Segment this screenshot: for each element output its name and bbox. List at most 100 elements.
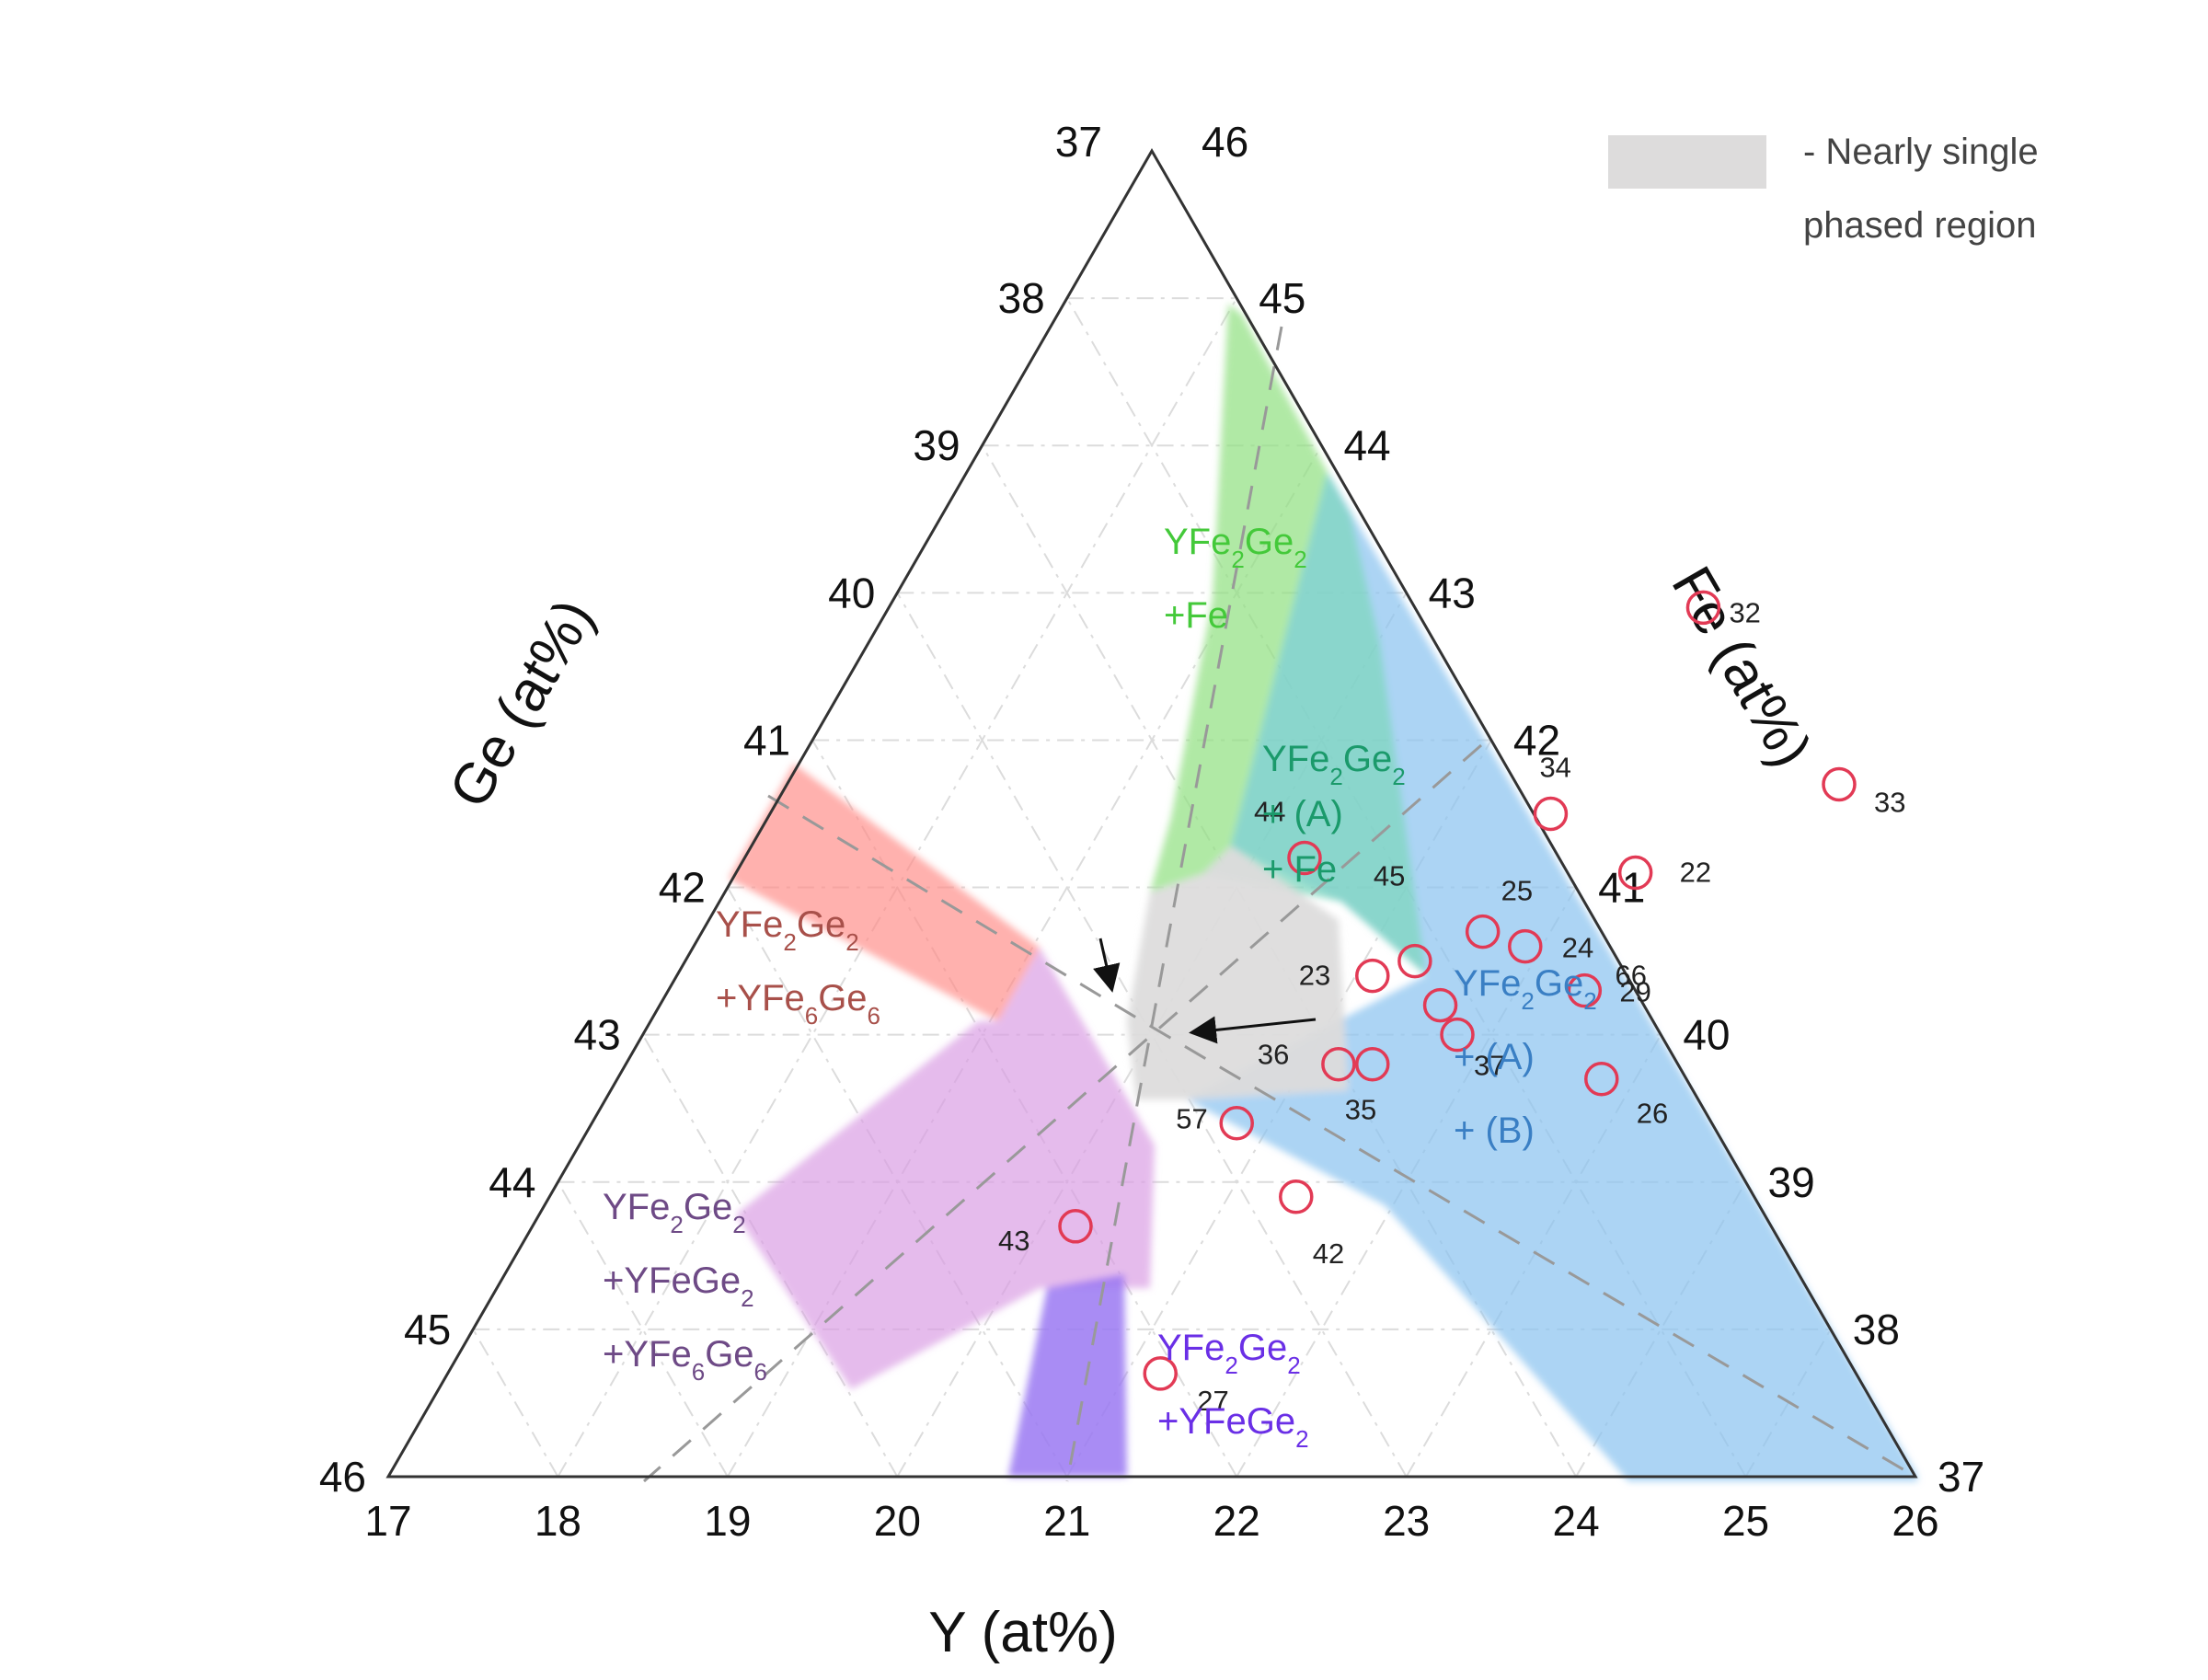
ge-tick-label: 41 (743, 716, 790, 764)
guide-line-left (767, 794, 1151, 1028)
svg-text:+YFeGe2: +YFeGe2 (1157, 1401, 1309, 1453)
data-point (1685, 590, 1721, 626)
data-point (1355, 958, 1390, 994)
data-point (1219, 1105, 1254, 1141)
region-label-blue: YFe2Ge2 + (A) + (B) (1454, 963, 1597, 1151)
data-point-label: 36 (1258, 1039, 1289, 1071)
svg-text:+ (A): + (A) (1454, 1037, 1535, 1077)
fe-tick-label: 45 (1259, 274, 1305, 322)
data-point (1567, 972, 1603, 1008)
data-points: 32 33 34 22 44 25 24 23 45 66 37 29 36 35 57 26 42 43 27 (998, 590, 1905, 1417)
svg-text:YFe2Ge2: YFe2Ge2 (1164, 522, 1307, 573)
y-tick-label: 22 (1213, 1497, 1260, 1545)
data-point (1397, 943, 1432, 979)
data-point-label: 25 (1501, 875, 1533, 907)
fe-axis-title: Fe (at%) (1659, 557, 1823, 777)
fe-tick-label: 40 (1683, 1011, 1730, 1059)
data-point (1058, 1209, 1093, 1244)
data-point-label: 27 (1197, 1385, 1228, 1417)
y-tick-label: 19 (704, 1497, 751, 1545)
data-point-label: 37 (1474, 1050, 1505, 1082)
ge-axis-title: Ge (at%) (437, 589, 606, 818)
ge-tick-label: 44 (489, 1158, 535, 1206)
region-label-red: YFe2Ge2 +YFe6Ge6 (716, 904, 880, 1030)
data-point (1321, 1046, 1356, 1082)
svg-text:YFe2Ge2: YFe2Ge2 (603, 1187, 746, 1238)
guide-line-diag (643, 743, 1482, 1483)
ge-tick-label: 39 (913, 421, 960, 469)
region-yfe2ge2-fe (1150, 304, 1328, 892)
data-point (1508, 928, 1543, 964)
data-point (1287, 840, 1322, 876)
y-tick-label: 26 (1892, 1497, 1938, 1545)
data-point (1143, 1356, 1178, 1391)
guide-line-right (1149, 1024, 1916, 1479)
grid-line (472, 1329, 559, 1478)
svg-text:+Fe: +Fe (1164, 595, 1228, 636)
fe-tick-label: 46 (1202, 118, 1248, 166)
svg-text:YFe2Ge2: YFe2Ge2 (716, 904, 859, 956)
legend-line-2: phased region (1803, 205, 2037, 246)
data-point (1465, 914, 1501, 949)
y-axis-title: Y (at%) (928, 1601, 1118, 1664)
data-point (1533, 796, 1569, 832)
data-point-label: 29 (1619, 976, 1650, 1008)
data-point-label: 34 (1539, 752, 1570, 784)
region-yfe2ge2-yfege2-yfe6ge6 (736, 948, 1155, 1389)
ge-tick-label: 37 (1055, 118, 1102, 166)
guide-lines (643, 326, 1916, 1483)
data-point (1279, 1179, 1314, 1214)
grid-line (557, 1181, 729, 1478)
fe-tick-label: 38 (1853, 1306, 1900, 1353)
ge-tick-label: 40 (828, 569, 875, 616)
data-point-label: 33 (1874, 786, 1905, 818)
svg-text:YFe2Ge2: YFe2Ge2 (1262, 739, 1406, 790)
data-point-label: 23 (1299, 960, 1330, 992)
y-tick-label: 17 (364, 1497, 411, 1545)
data-point-label: 57 (1176, 1103, 1207, 1135)
fe-tick-label: 44 (1343, 421, 1390, 469)
ge-tick-label: 43 (573, 1011, 620, 1059)
svg-text:+ Fe: + Fe (1262, 849, 1337, 890)
fe-tick-label: 39 (1768, 1158, 1815, 1206)
data-point-label: 26 (1637, 1098, 1668, 1130)
legend-line-1: - Nearly single (1803, 132, 2039, 172)
svg-text:+ (A): + (A) (1262, 794, 1343, 834)
legend-swatch (1608, 135, 1766, 189)
y-tick-label: 18 (535, 1497, 581, 1545)
arrow-45 (1093, 938, 1121, 993)
region-label-teal: YFe2Ge2 + (A) + Fe (1262, 739, 1406, 890)
region-yfe2ge2-a-fe (1203, 472, 1426, 975)
data-point-label: 45 (1374, 860, 1405, 892)
y-tick-label: 21 (1043, 1497, 1090, 1545)
region-yfe2ge2-yfege2 (1008, 1274, 1127, 1477)
svg-text:+YFe6Ge6: +YFe6Ge6 (716, 978, 880, 1030)
fe-tick-label: 37 (1938, 1453, 1984, 1501)
svg-text:YFe2Ge2: YFe2Ge2 (1454, 963, 1597, 1015)
data-point (1440, 1017, 1475, 1053)
legend: - Nearly single phased region (1608, 132, 2039, 246)
region-yfe2ge2-yfe6ge6 (729, 764, 1040, 1021)
svg-text:+YFe6Ge6: +YFe6Ge6 (603, 1334, 767, 1386)
region-label-violet: YFe2Ge2 +YFeGe2 (1157, 1328, 1309, 1453)
svg-text:YFe2Ge2: YFe2Ge2 (1157, 1328, 1301, 1379)
ge-tick-label: 46 (319, 1453, 366, 1501)
data-point-label: 24 (1562, 932, 1593, 964)
data-point-label: 35 (1345, 1094, 1376, 1126)
svg-text:+ (B): + (B) (1454, 1110, 1535, 1151)
data-point-label: 44 (1254, 796, 1285, 828)
data-point-label: 32 (1729, 596, 1760, 628)
data-point-label: 42 (1313, 1237, 1344, 1270)
region-label-green: YFe2Ge2 +Fe (1164, 522, 1307, 636)
fe-tick-label: 43 (1429, 569, 1476, 616)
y-tick-label: 25 (1722, 1497, 1769, 1545)
y-tick-label: 23 (1383, 1497, 1430, 1545)
ge-tick-label: 42 (659, 864, 706, 912)
data-point-label: 43 (998, 1225, 1029, 1257)
data-point (1617, 855, 1653, 891)
arrow-66 (1189, 1016, 1317, 1044)
data-point (1422, 987, 1458, 1023)
ge-tick-label: 38 (998, 274, 1045, 322)
y-tick-label: 20 (874, 1497, 921, 1545)
